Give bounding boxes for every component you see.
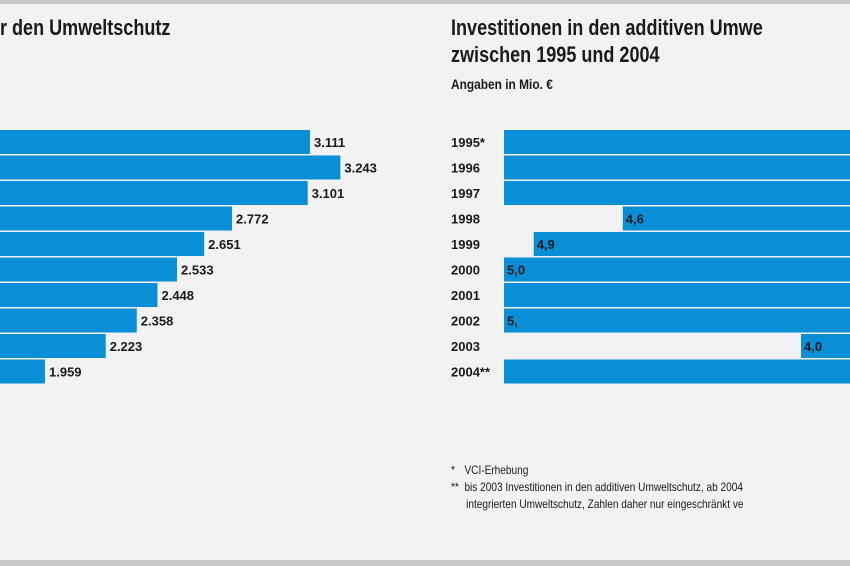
right-bar-9 [801,334,850,358]
footnote-1-mark: * [451,463,455,477]
footnote-1-text: VCI-Erhebung [464,463,529,477]
left-bar-3-value: 3.101 [312,186,345,201]
right-bar-5-value: 4,9 [537,237,555,252]
right-year-label-9: 2003 [451,339,480,354]
left-bar-9 [0,334,106,358]
left-bar-10 [0,359,45,384]
right-year-label-1: 1995* [451,135,486,150]
right-bar-8 [504,308,850,333]
left-bar-3 [0,181,308,205]
right-bar-6 [504,257,850,282]
right-bar-1 [504,130,850,154]
right-year-label-2: 1996 [451,161,480,176]
right-bar-4-value: 4,6 [626,212,644,227]
left-bar-6 [0,257,178,282]
left-bar-7-value: 2.448 [161,288,194,303]
right-year-label-7: 2001 [451,288,480,303]
right-year-label-3: 1997 [451,186,480,201]
right-bar-3 [504,181,850,205]
right-bar-8-value: 5, [507,314,518,329]
footnote-2-text: bis 2003 Investitionen in den additiven … [464,480,743,494]
right-chart-title-line-2: zwischen 1995 und 2004 [451,42,660,67]
footnote-1: * VCI-Erhebung [451,462,743,479]
footnote-3: integrierten Umweltschutz, Zahlen daher … [451,496,743,513]
left-bar-4 [0,206,233,231]
left-bar-8 [0,308,137,333]
right-bar-2 [504,155,850,180]
right-chart-title-line-1: Investitionen in den additiven Umwe [451,15,763,40]
right-year-label-4: 1998 [451,212,480,227]
footnote-2: ** bis 2003 Investitionen in den additive… [451,479,743,496]
left-bar-2-value: 3.243 [344,161,377,176]
bottom-rule [0,560,850,566]
right-year-label-8: 2002 [451,314,480,329]
right-bar-6-value: 5,0 [507,263,525,278]
right-chart-subtitle: Angaben in Mio. € [451,76,553,92]
left-bar-5-value: 2.651 [208,237,241,252]
footnote-3-text: integrierten Umweltschutz, Zahlen daher … [466,497,744,511]
right-bar-5 [533,232,850,256]
left-bar-9-value: 2.223 [110,339,143,354]
right-bar-10 [504,359,850,384]
right-year-label-5: 1999 [451,237,480,252]
left-bar-4-value: 2.772 [236,212,269,227]
right-year-label-6: 2000 [451,263,480,278]
right-bar-9-value: 4,0 [804,339,822,354]
left-bar-10-value: 1.959 [49,365,82,380]
footnotes: * VCI-Erhebung ** bis 2003 Investitionen i… [451,462,743,513]
left-bar-8-value: 2.358 [141,314,174,329]
left-bar-1 [0,130,310,154]
left-bar-7 [0,283,158,307]
footnote-2-mark: ** [451,480,459,494]
right-year-label-10: 2004** [451,365,491,380]
left-bar-6-value: 2.533 [181,263,214,278]
right-bar-4 [622,206,850,231]
left-bar-2 [0,155,341,180]
right-bar-7 [504,283,850,307]
left-bar-1-value: 3.111 [314,135,345,150]
top-rule [0,0,850,4]
left-bar-5 [0,232,205,256]
left-chart-title: r den Umweltschutz [0,15,171,40]
